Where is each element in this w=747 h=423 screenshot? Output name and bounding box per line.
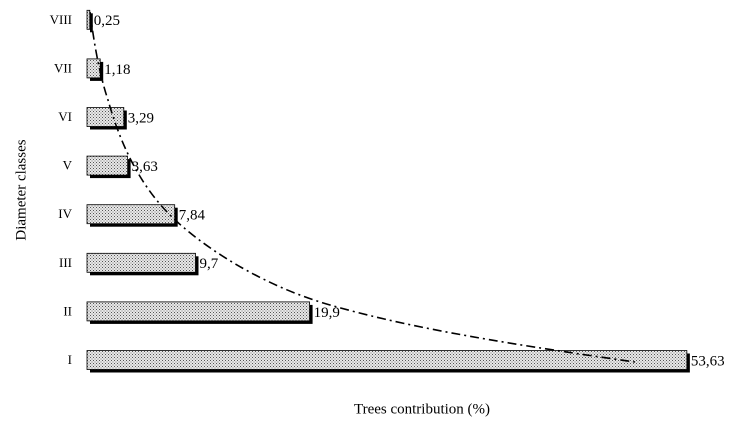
value-label: 0,25 <box>94 13 120 29</box>
value-label: 9,7 <box>199 256 218 272</box>
y-tick-label: IV <box>58 206 72 221</box>
bar <box>86 58 101 79</box>
y-axis-title: Diameter classes <box>13 139 29 240</box>
bars: I 53,63 II 19,9 III 9,7 IV 7,84 V 3,63 VI 3,29 VII 1,… <box>50 9 725 373</box>
bar-shadow <box>90 13 93 33</box>
bar <box>86 204 176 225</box>
value-label: 3,63 <box>132 159 158 175</box>
y-tick-label: III <box>59 255 72 270</box>
y-tick-label: V <box>63 158 73 173</box>
bar <box>86 252 196 273</box>
bar <box>86 350 688 370</box>
value-label: 1,18 <box>104 62 130 78</box>
value-label: 53,63 <box>691 353 725 369</box>
bar <box>86 301 310 322</box>
y-tick-label: VII <box>54 60 72 75</box>
trend-curve <box>89 11 636 363</box>
value-label: 7,84 <box>179 208 206 224</box>
bar <box>86 107 125 127</box>
value-label: 19,9 <box>314 305 340 321</box>
y-tick-label: I <box>68 352 72 367</box>
y-tick-label: II <box>63 303 72 318</box>
y-tick-label: VI <box>58 109 72 124</box>
value-label: 3,29 <box>128 110 154 126</box>
x-axis-title: Trees contribution (%) <box>354 401 490 417</box>
bar <box>86 155 129 176</box>
y-tick-label: VIII <box>50 12 72 27</box>
bar <box>86 9 91 30</box>
